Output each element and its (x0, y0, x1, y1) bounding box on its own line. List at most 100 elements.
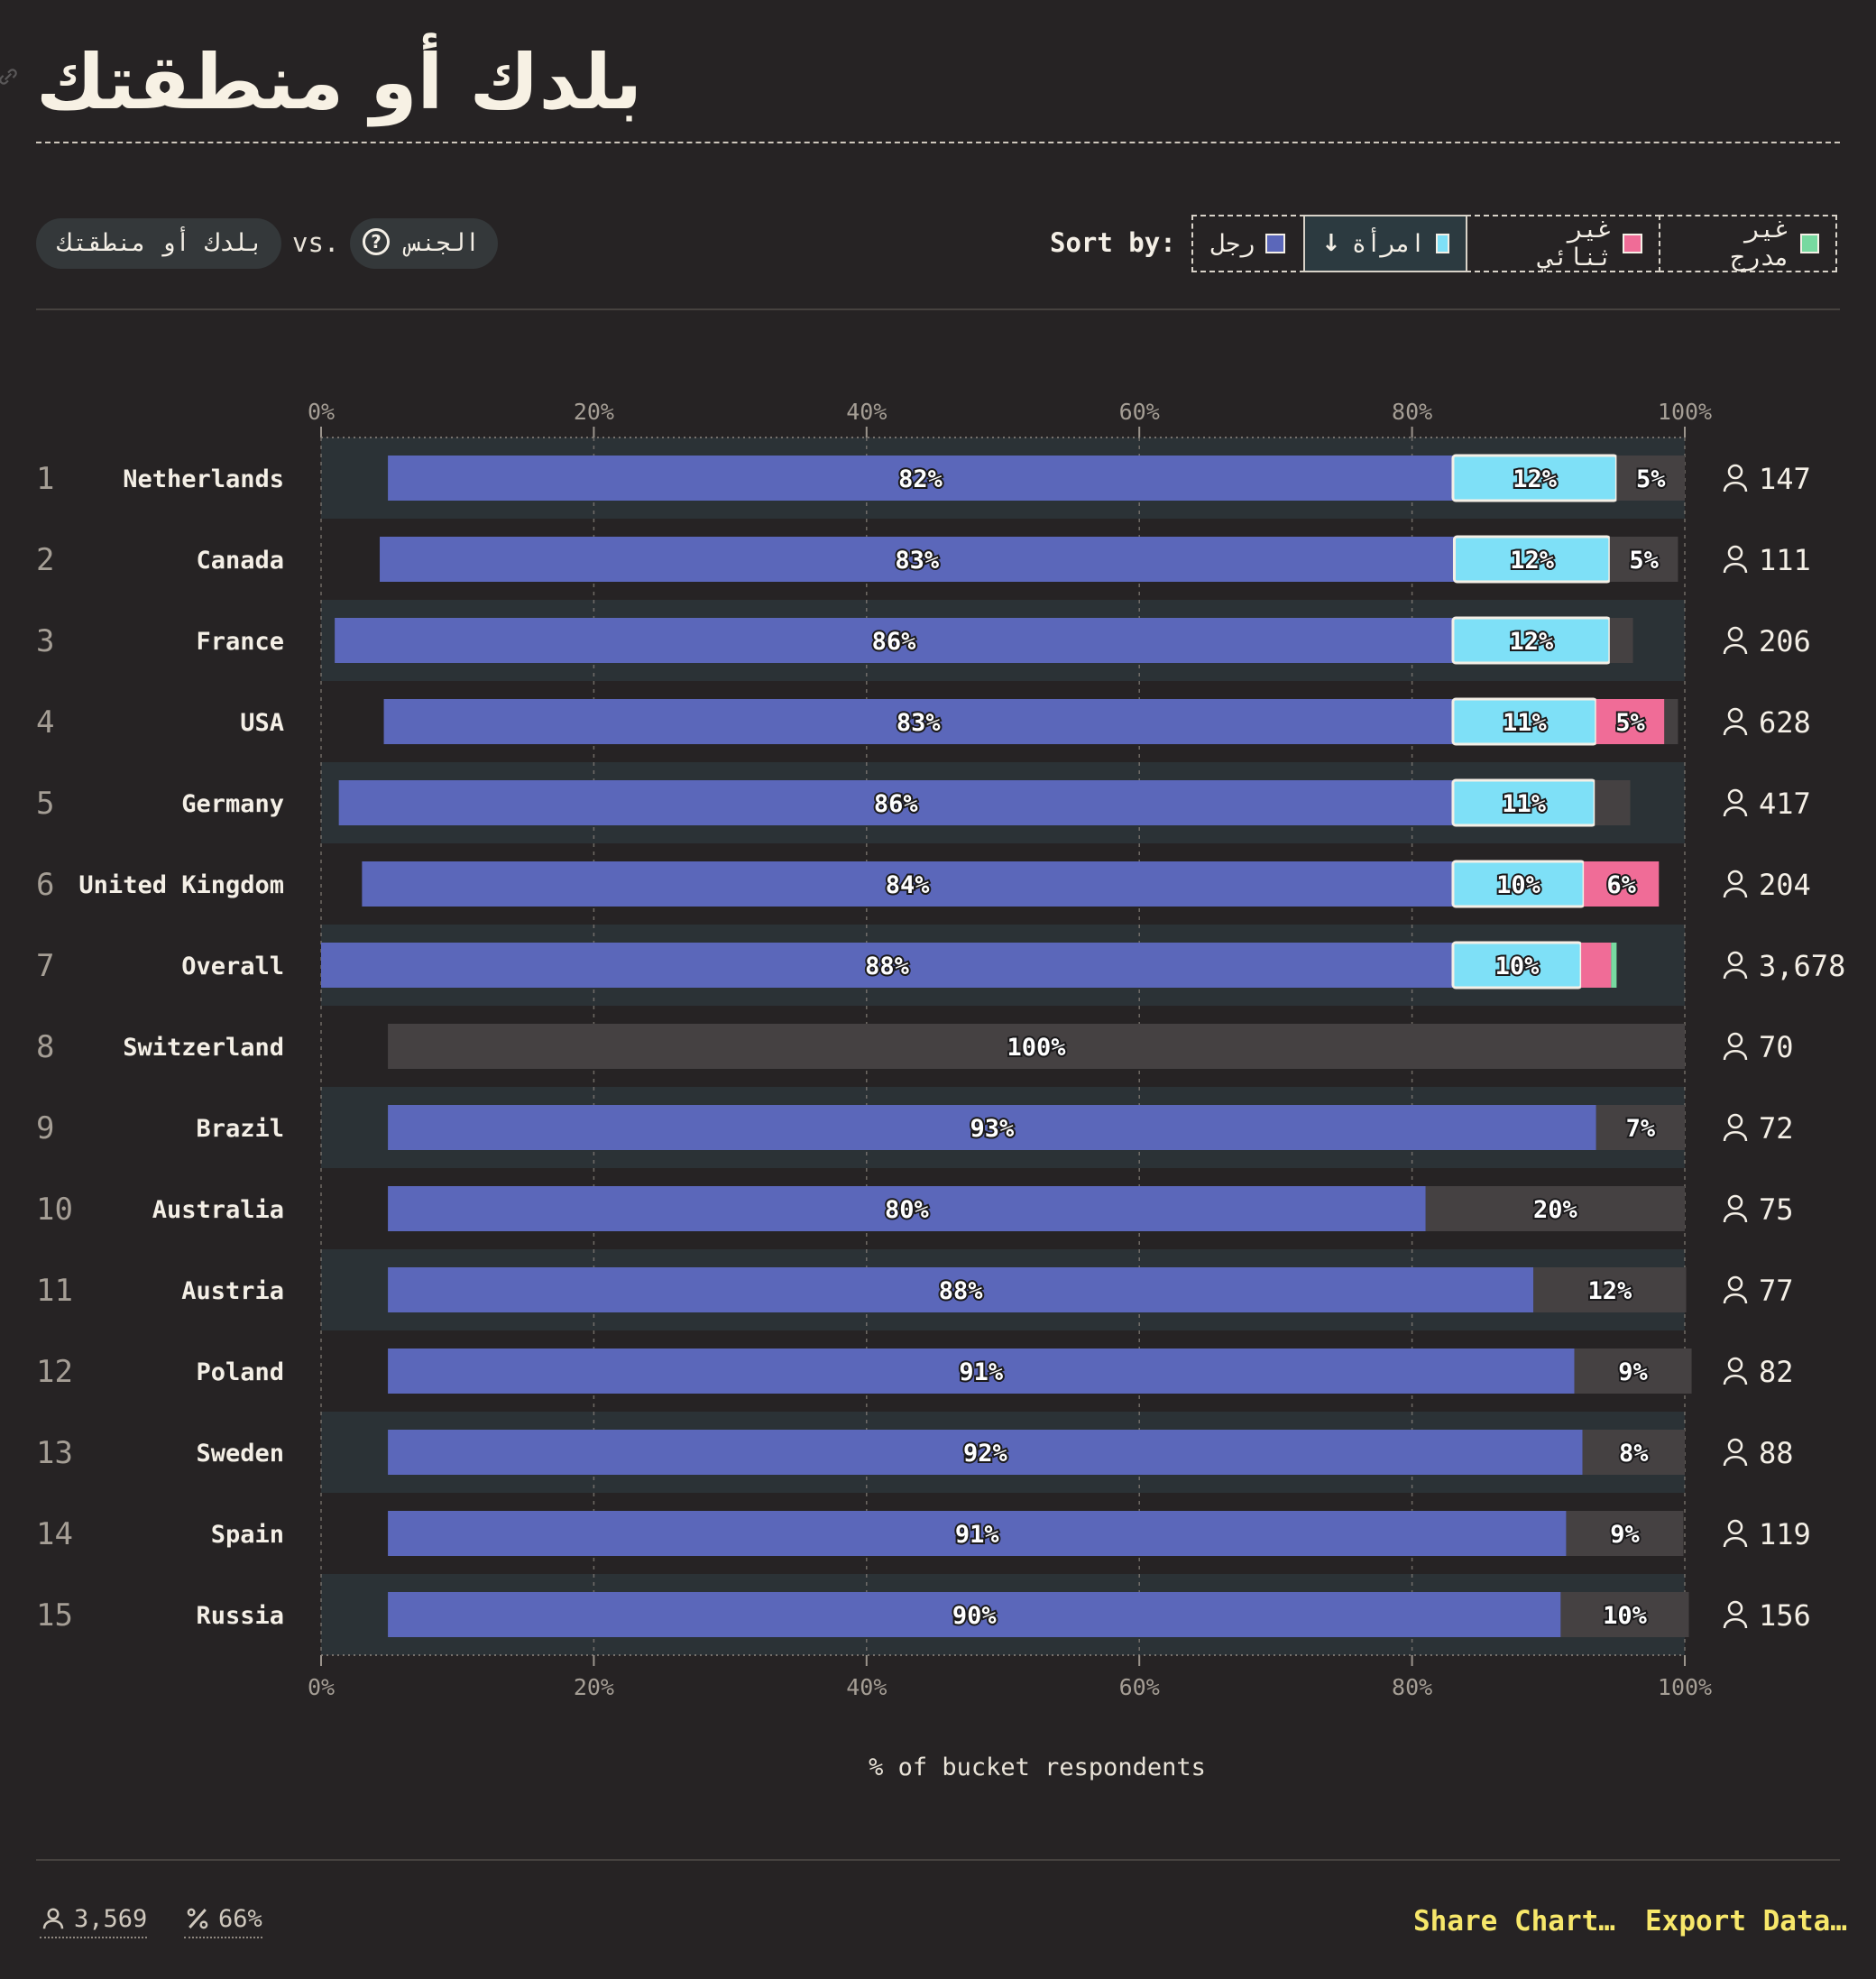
row-rank: 4 (36, 704, 54, 741)
bar-segment-other (1609, 537, 1678, 582)
x-tick-label-bottom: 100% (1658, 1674, 1712, 1700)
row-rank: 7 (36, 948, 54, 984)
bar-data-label: 5% (1636, 465, 1666, 493)
bar-segment-other (1596, 1105, 1685, 1150)
row-rank: 3 (36, 623, 54, 659)
row-rank: 5 (36, 786, 54, 822)
not-listed-swatch-icon (1799, 234, 1819, 253)
bar-segment-other (1582, 1430, 1685, 1475)
bar-data-label: 12% (1587, 1277, 1632, 1305)
row-count: 417 (1759, 787, 1811, 821)
export-data-link[interactable]: Export Data… (1645, 1905, 1847, 1938)
person-icon (1723, 1375, 1748, 1385)
gender-chip[interactable]: ? الجنس (350, 218, 498, 269)
row-count: 204 (1759, 868, 1811, 902)
row-rank: 13 (36, 1435, 73, 1471)
bar-data-label: 8% (1619, 1440, 1649, 1468)
bar-segment-man (383, 699, 1453, 744)
person-icon (1727, 1032, 1743, 1048)
link-icon[interactable] (0, 65, 20, 88)
help-icon[interactable]: ? (363, 228, 390, 255)
bar-segment-man (321, 943, 1453, 988)
row-rank: 8 (36, 1029, 54, 1065)
bar-segment-man (335, 618, 1453, 663)
sort-button-label: امرأة (1351, 229, 1426, 258)
respondent-percent[interactable]: 66% (184, 1905, 262, 1938)
x-tick-label-bottom: 60% (1119, 1674, 1160, 1700)
row-label: Switzerland (123, 1034, 284, 1062)
x-tick-label-top: 100% (1658, 399, 1712, 425)
sort-button-woman[interactable]: امرأة ↓ (1303, 215, 1467, 272)
row-rank: 14 (36, 1516, 73, 1552)
bar-data-label: 91% (959, 1358, 1004, 1386)
bar-segment-man (388, 1430, 1583, 1475)
x-tick-label-top: 0% (308, 399, 335, 425)
bar-data-label: 84% (886, 871, 931, 899)
row-label: USA (240, 709, 284, 737)
bar-segment-man (388, 1267, 1534, 1312)
bar-data-label: 80% (885, 1196, 930, 1224)
row-label: Overall (181, 953, 284, 980)
person-icon (1723, 1456, 1748, 1467)
sort-options: رجل امرأة ↓ غير ثنائي غير مدرج (1191, 215, 1837, 272)
bar-data-label: 11% (1503, 709, 1548, 737)
bar-data-label: 6% (1606, 871, 1636, 899)
row-count: 82 (1759, 1355, 1794, 1389)
row-rank: 11 (36, 1273, 73, 1309)
row-count: 628 (1759, 705, 1811, 740)
share-chart-link[interactable]: Share Chart… (1413, 1905, 1615, 1938)
person-icon (42, 1908, 64, 1929)
sort-button-label: رجل (1210, 229, 1255, 258)
bar-data-label: 88% (939, 1277, 984, 1305)
person-icon (1727, 1194, 1743, 1210)
person-icon (1723, 1537, 1748, 1548)
bar-segment-man (380, 537, 1455, 582)
bar-data-label: 10% (1496, 871, 1541, 899)
row-count: 75 (1759, 1192, 1794, 1227)
bar-segment-other (1595, 780, 1631, 825)
row-label: Poland (196, 1358, 284, 1386)
bar-segment-man (338, 780, 1453, 825)
bar-segment-nonbinary (1584, 861, 1660, 907)
sort-label: Sort by: (1050, 227, 1176, 258)
bar-data-label: 12% (1513, 465, 1558, 493)
x-tick-label-bottom: 0% (308, 1674, 335, 1700)
gender-chip-label: الجنس (406, 229, 480, 257)
sort-button-label: غير مدرج (1730, 216, 1789, 272)
bar-segment-not_listed (1611, 943, 1617, 988)
person-icon (1723, 969, 1748, 980)
bar-data-label: 86% (874, 790, 919, 818)
sort-button-not-listed[interactable]: غير مدرج (1659, 215, 1837, 272)
person-icon (1723, 1618, 1748, 1629)
bar-segment-man (388, 1348, 1575, 1394)
bar-segment-other (1533, 1267, 1687, 1312)
person-icon (1723, 806, 1748, 817)
row-label: Germany (181, 790, 284, 818)
person-icon (1723, 1131, 1748, 1142)
x-tick-label-bottom: 40% (846, 1674, 887, 1700)
bar-segment-woman (1451, 860, 1586, 908)
person-icon (1727, 626, 1743, 642)
person-icon (1723, 482, 1748, 492)
x-axis-title: % of bucket respondents (869, 1753, 1206, 1781)
x-tick-label-top: 60% (1119, 399, 1160, 425)
row-rank: 1 (36, 461, 54, 497)
row-rank: 6 (36, 867, 54, 903)
row-count: 70 (1759, 1030, 1794, 1064)
bar-data-label: 91% (955, 1521, 1000, 1549)
row-label: United Kingdom (78, 871, 284, 899)
respondent-count[interactable]: 3,569 (40, 1905, 148, 1938)
bar-segment-man (388, 1511, 1567, 1556)
row-count: 77 (1759, 1274, 1794, 1308)
nonbinary-swatch-icon (1623, 234, 1642, 253)
person-icon (1727, 464, 1743, 480)
bar-data-label: 86% (872, 628, 917, 656)
vs-label: vs. (292, 227, 340, 258)
page-title: بلدك أو منطقتك (36, 38, 642, 126)
row-count: 3,678 (1759, 949, 1845, 983)
person-icon (1727, 1357, 1743, 1373)
row-count: 72 (1759, 1111, 1794, 1146)
bucket-chip[interactable]: بلدك أو منطقتك (36, 218, 281, 269)
person-icon (1727, 545, 1743, 561)
row-label: Austria (181, 1277, 284, 1305)
